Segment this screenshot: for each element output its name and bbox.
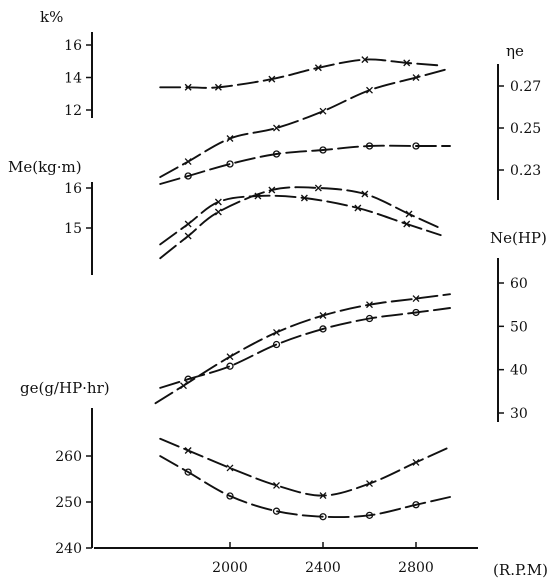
x-ticks: 2000 2400 2800 — [212, 542, 434, 576]
panel-Ne: 30 40 50 60 — [154, 258, 528, 422]
x-axis-label: (R.P.M) — [493, 561, 548, 579]
ge-data-point — [184, 447, 192, 454]
k-data-point — [361, 56, 369, 64]
Ne-data-point — [273, 328, 280, 336]
ge-data-point — [226, 492, 234, 500]
eta-data-point — [412, 74, 420, 82]
Me-data-point — [184, 220, 192, 228]
Ne-data-point — [226, 362, 234, 370]
ge-data-point — [366, 480, 373, 488]
Me-data-point — [184, 172, 192, 180]
k-tick-label: 14 — [64, 71, 82, 87]
ge-tick-label: 250 — [55, 495, 82, 511]
Ne-data-point — [319, 312, 327, 319]
x-tick-label: 2800 — [398, 560, 434, 576]
Me-data-point — [226, 160, 234, 168]
Me-tick-label: 16 — [64, 181, 82, 197]
Me-data-point — [214, 198, 222, 206]
panel-ge: 240 250 260 — [55, 408, 451, 557]
Me-tick-label: 15 — [64, 221, 82, 237]
Me-data-point — [354, 204, 362, 212]
ge-series-1-line — [159, 455, 451, 519]
Me-data-point — [300, 194, 308, 202]
panel-k: 12 14 16 — [64, 32, 442, 119]
k-data-point — [268, 75, 276, 83]
Ne-data-point — [412, 295, 420, 303]
eta-series-0-line — [159, 67, 451, 179]
k-data-point — [314, 64, 322, 72]
Ne-data-point — [184, 375, 192, 383]
ge-data-point — [412, 501, 420, 509]
ge-data-point — [365, 511, 374, 519]
Ne-data-point — [226, 353, 234, 361]
k-axis-label: k% — [40, 8, 63, 26]
eta-data-point — [366, 86, 373, 94]
panel-eta: 0.23 0.25 0.27 — [159, 64, 541, 200]
eta-tick-label: 0.23 — [510, 163, 541, 179]
Ne-data-point — [412, 308, 420, 317]
Me-data-point — [214, 208, 222, 216]
ge-series-0-line — [159, 437, 451, 497]
k-data-point — [403, 59, 411, 67]
eta-tick-label: 0.27 — [510, 79, 541, 95]
eta-data-point — [184, 158, 192, 166]
Me-data-point — [268, 186, 276, 194]
Me-data-point — [319, 146, 327, 154]
Me-series-1-line — [159, 194, 442, 246]
Ne-tick-label: 40 — [510, 363, 528, 379]
k-data-point — [214, 83, 222, 91]
k-series-0-line — [159, 58, 442, 89]
Ne-tick-label: 60 — [510, 276, 528, 292]
eta-data-point — [273, 124, 280, 132]
Me-data-point — [412, 142, 420, 150]
Ne-data-point — [319, 325, 327, 333]
Ne-series-0-line — [154, 293, 451, 405]
ge-data-point — [319, 513, 327, 521]
eta-tick-label: 0.25 — [510, 121, 541, 137]
ne-axis-label: Ne(HP) — [490, 229, 547, 247]
ge-data-point — [273, 481, 280, 489]
Me-data-point — [314, 184, 322, 192]
Ne-series-1-line — [159, 307, 451, 389]
ge-data-point — [272, 507, 281, 515]
Me-data-point — [184, 232, 192, 240]
Ne-tick-label: 30 — [510, 406, 528, 422]
Me-data-point — [272, 150, 281, 158]
Me-data-point — [405, 210, 413, 218]
k-tick-label: 16 — [64, 38, 82, 54]
Me-data-point — [403, 220, 411, 228]
k-data-point — [184, 83, 192, 91]
Me-data-point — [365, 142, 374, 150]
ge-tick-label: 260 — [55, 449, 82, 465]
eta-data-point — [226, 135, 234, 142]
me-axis-label: Me(kg·m) — [8, 158, 82, 176]
ge-data-point — [226, 464, 234, 472]
ge-data-point — [184, 468, 192, 476]
ge-axis-label: ge(g/HP·hr) — [20, 379, 110, 397]
Ne-tick-label: 50 — [510, 319, 528, 335]
ge-data-point — [412, 458, 420, 466]
x-tick-label: 2400 — [305, 560, 341, 576]
k-tick-label: 12 — [64, 103, 82, 119]
Me-series-0-line — [159, 144, 451, 185]
Ne-data-point — [272, 340, 281, 349]
Me-data-point — [361, 190, 369, 198]
Ne-data-point — [365, 314, 374, 323]
eta-axis-label: ηe — [506, 42, 524, 60]
Ne-data-point — [366, 301, 373, 309]
ge-data-point — [319, 492, 327, 500]
x-tick-label: 2000 — [212, 560, 248, 576]
Ne-data-point — [180, 382, 187, 390]
eta-data-point — [319, 107, 327, 115]
ge-tick-label: 240 — [55, 541, 82, 557]
